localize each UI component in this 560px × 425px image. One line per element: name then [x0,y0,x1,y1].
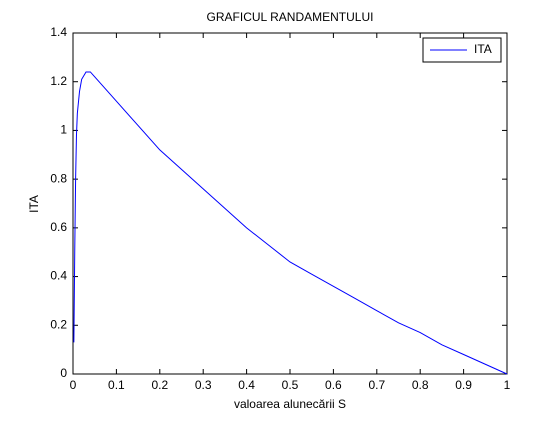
y-tick-label: 1.2 [50,74,67,88]
legend-label: ITA [474,42,492,56]
y-axis-label: ITA [27,195,41,213]
x-tick-label: 0.1 [108,378,125,392]
y-tick-label: 0.8 [50,171,67,185]
y-tick-label: 0.2 [50,317,67,331]
plot-area [72,32,508,375]
x-tick-label: 0.3 [195,378,212,392]
line [73,71,508,375]
y-tick-label: 0.4 [50,269,67,283]
legend: ITA [422,37,502,63]
x-tick-label: 0.5 [282,378,299,392]
x-tick-label: 0.4 [238,378,255,392]
y-tick-label: 1 [60,123,67,137]
x-tick-label: 0.9 [455,378,472,392]
y-tick-label: 1.4 [50,25,67,39]
x-tick-label: 0.7 [368,378,385,392]
x-tick-label: 0.6 [325,378,342,392]
y-tick-label: 0.6 [50,220,67,234]
x-tick-label: 0.8 [412,378,429,392]
y-tick-label: 0 [60,366,67,380]
chart-title: GRAFICUL RANDAMENTULUI [207,10,374,24]
x-tick-label: 0 [70,378,77,392]
x-tick-label: 1 [504,378,511,392]
x-axis-label: valoarea alunecării S [234,397,346,411]
x-tick-label: 0.2 [151,378,168,392]
